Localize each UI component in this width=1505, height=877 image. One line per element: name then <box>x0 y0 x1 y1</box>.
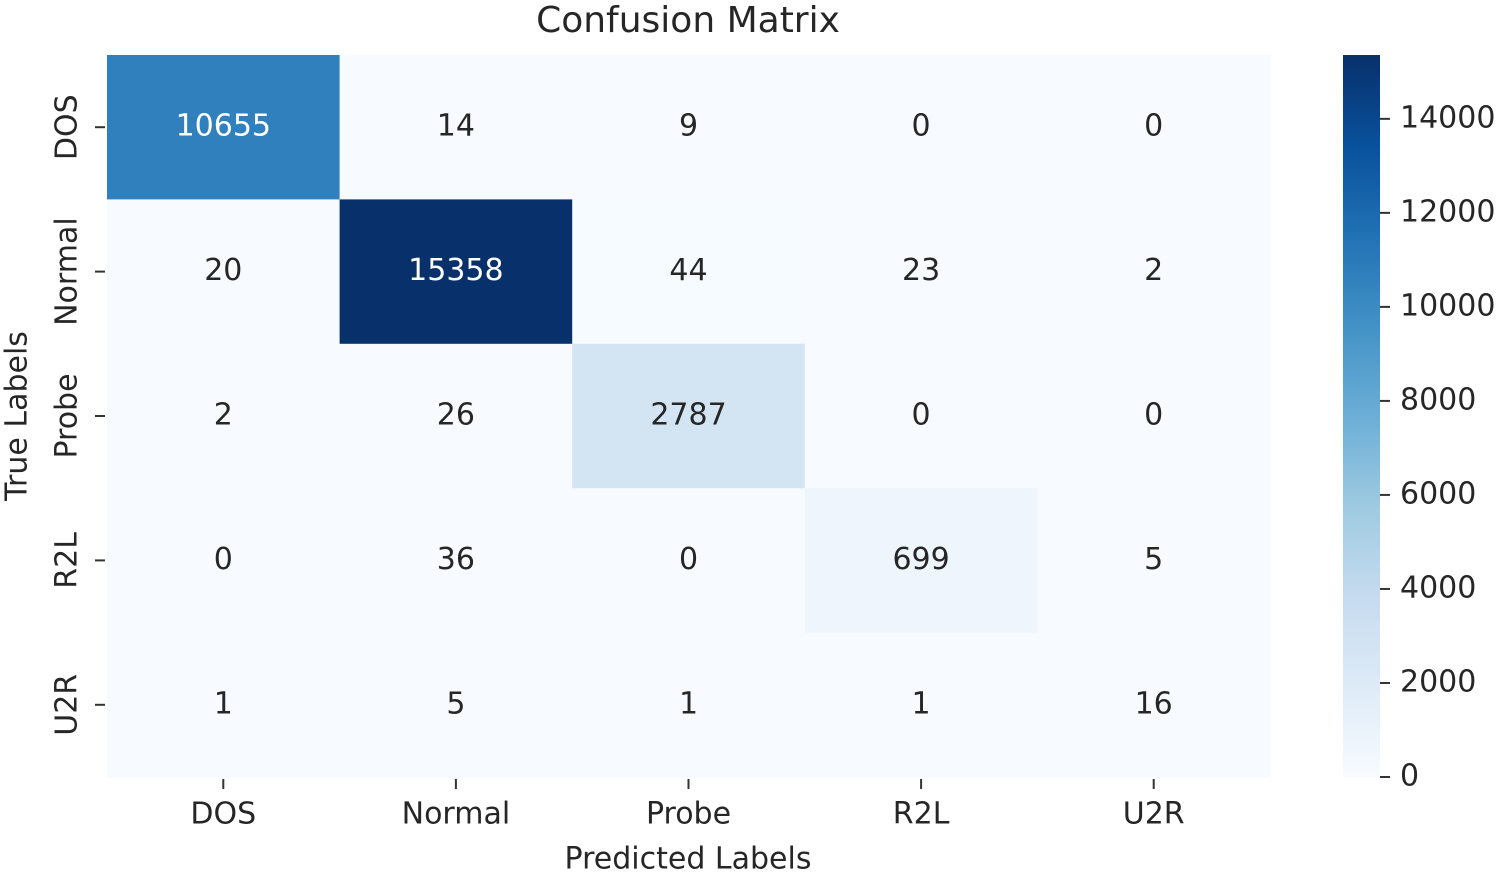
x-tick-label: R2L <box>893 797 950 832</box>
colorbar-tick-label: 10000 <box>1400 288 1495 323</box>
cell-label: 1 <box>214 686 233 721</box>
y-tick-label: DOS <box>50 94 85 160</box>
x-tick-label: Normal <box>402 797 511 832</box>
y-tick-label: U2R <box>50 674 85 736</box>
cell-label: 2787 <box>650 398 726 433</box>
heatmap-cell <box>107 632 341 778</box>
cell-label: 0 <box>912 109 931 144</box>
colorbar-tick-label: 4000 <box>1400 570 1476 605</box>
cell-label: 5 <box>1144 542 1163 577</box>
colorbar-tick-label: 2000 <box>1400 664 1476 699</box>
cell-label: 5 <box>446 686 465 721</box>
heatmap-cell <box>572 199 806 345</box>
colorbar <box>1343 55 1380 777</box>
heatmap-cell <box>804 55 1038 200</box>
cell-label: 0 <box>1144 109 1163 144</box>
heatmap-cell <box>804 343 1038 489</box>
heatmap-cell <box>339 488 573 634</box>
heatmap-cell <box>1037 488 1271 634</box>
heatmap-cell <box>107 343 341 489</box>
y-tick-label: Normal <box>50 217 85 326</box>
cell-label: 1 <box>912 686 931 721</box>
heatmap-cell <box>107 55 341 200</box>
x-axis-label: Predicted Labels <box>565 842 812 877</box>
cell-label: 0 <box>912 398 931 433</box>
heatmap-cell <box>1037 199 1271 345</box>
cell-label: 26 <box>437 398 475 433</box>
colorbar-tick-label: 0 <box>1400 759 1419 794</box>
cell-label: 23 <box>902 253 940 288</box>
heatmap-cell <box>339 55 573 200</box>
cell-label: 44 <box>669 253 707 288</box>
y-axis-label: True Labels <box>0 331 35 502</box>
heatmap-cell <box>572 55 806 200</box>
colorbar-tick-label: 8000 <box>1400 382 1476 417</box>
cell-label: 0 <box>679 542 698 577</box>
x-tick-label: DOS <box>190 797 256 832</box>
heatmap-cell <box>804 632 1038 778</box>
heatmap-cell <box>572 488 806 634</box>
cell-label: 15358 <box>408 253 503 288</box>
heatmap-cell <box>572 632 806 778</box>
cell-label: 1 <box>679 686 698 721</box>
cell-label: 9 <box>679 109 698 144</box>
y-tick-label: R2L <box>50 532 85 589</box>
colorbar-tick-label: 6000 <box>1400 476 1476 511</box>
cell-label: 2 <box>1144 253 1163 288</box>
heatmap-cell <box>1037 55 1271 200</box>
cell-label: 16 <box>1135 686 1173 721</box>
cell-label: 20 <box>204 253 242 288</box>
heatmap-cell <box>572 343 806 489</box>
cell-label: 36 <box>437 542 475 577</box>
heatmap-cell <box>339 343 573 489</box>
colorbar-tick-label: 12000 <box>1400 194 1495 229</box>
cell-label: 10655 <box>176 109 271 144</box>
colorbar-tick-label: 14000 <box>1400 100 1495 135</box>
heatmap-cell <box>804 199 1038 345</box>
y-tick-label: Probe <box>50 373 85 458</box>
heatmap-cell <box>107 199 341 345</box>
x-tick-label: Probe <box>646 797 731 832</box>
cell-label: 14 <box>437 109 475 144</box>
cell-label: 699 <box>892 542 949 577</box>
cell-label: 2 <box>214 398 233 433</box>
heatmap-cell <box>804 488 1038 634</box>
cell-label: 0 <box>214 542 233 577</box>
heatmap-cell <box>1037 632 1271 778</box>
heatmap-cell <box>107 488 341 634</box>
heatmap-cell <box>339 632 573 778</box>
chart-title: Confusion Matrix <box>536 0 840 41</box>
cell-label: 0 <box>1144 398 1163 433</box>
x-tick-label: U2R <box>1123 797 1185 832</box>
heatmap-cell <box>1037 343 1271 489</box>
heatmap-cell <box>339 199 573 345</box>
